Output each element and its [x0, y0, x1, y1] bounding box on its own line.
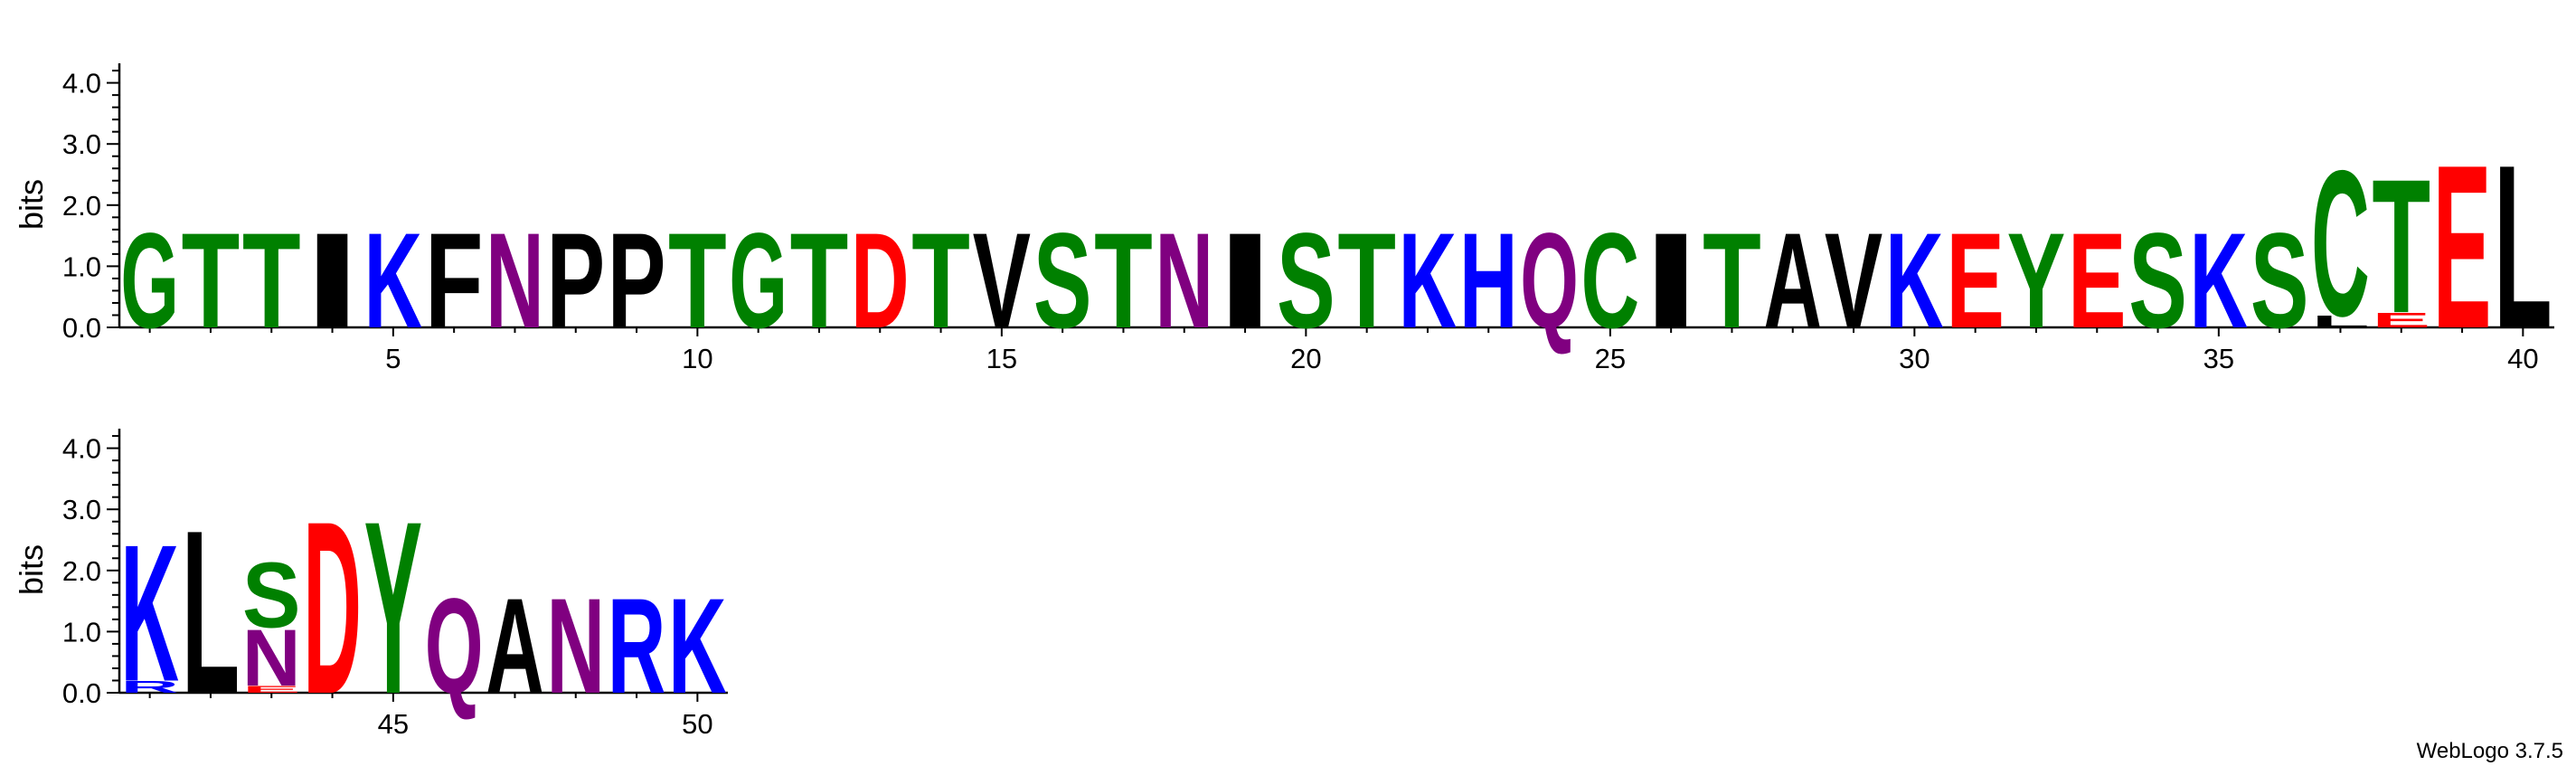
logo-letter-y: Y — [364, 471, 423, 746]
logo-letter-q: Q — [425, 570, 484, 722]
logo-letter-t: T — [242, 204, 301, 357]
logo-letter-e: E — [2433, 117, 2492, 378]
logo-letter-g: G — [120, 204, 179, 356]
logo-letter-g: G — [729, 204, 788, 356]
logo-letter-l: L — [2494, 116, 2552, 377]
logo-letter-s: S — [2128, 205, 2187, 357]
y-tick-label: 4.0 — [62, 68, 101, 99]
logo-letter-n: N — [242, 612, 301, 703]
logo-letter-i: I — [1642, 204, 1701, 356]
logo-letter-k: K — [2190, 205, 2249, 357]
logo-letter-s: S — [2250, 205, 2309, 357]
x-tick-label: 25 — [1595, 343, 1626, 374]
logo-letter-r: R — [120, 677, 179, 696]
logo-letter-a: A — [486, 571, 544, 723]
logo-letter-k: K — [1885, 205, 1944, 357]
x-tick-label: 30 — [1899, 343, 1930, 374]
y-tick-label: 0.0 — [62, 677, 101, 709]
y-tick-label: 1.0 — [62, 616, 101, 648]
logo-letter-t: T — [1094, 204, 1153, 357]
logo-letter-d: D — [303, 470, 362, 745]
logo-letter-k: K — [120, 505, 179, 723]
logo-letter-c: C — [2311, 127, 2370, 359]
logo-letter-t: T — [790, 204, 849, 357]
logo-letter-i: I — [303, 204, 362, 356]
logo-letter-e: E — [2068, 205, 2127, 357]
logo-letter-e: E — [242, 684, 301, 695]
logo-letter-t: T — [2372, 140, 2430, 353]
logo-letter-p: P — [546, 205, 605, 357]
logo-letter-e: E — [2372, 308, 2430, 332]
logo-letter-t: T — [911, 204, 970, 357]
logo-letter-v: V — [1825, 204, 1882, 356]
x-tick-label: 40 — [2507, 343, 2538, 374]
x-tick-label: 5 — [385, 343, 401, 374]
logo-letter-n: N — [1155, 205, 1213, 357]
logo-letter-t: T — [668, 204, 727, 357]
logo-letter-l: L — [182, 481, 241, 742]
x-tick-label: 20 — [1290, 343, 1321, 374]
logo-letter-t: T — [1703, 204, 1761, 357]
logo-letter-k: K — [1399, 205, 1458, 357]
logo-letter-v: V — [973, 204, 1031, 356]
y-tick-label: 2.0 — [62, 555, 101, 587]
logo-letter-n: N — [546, 571, 605, 723]
logo-letter-r: R — [608, 571, 666, 723]
logo-letter-c: C — [1581, 205, 1640, 357]
logo-letter-y: Y — [2007, 205, 2066, 357]
logo-letter-s: S — [1033, 205, 1092, 357]
logo-letter-k: K — [668, 571, 727, 723]
y-axis-label: bits — [13, 544, 50, 595]
logo-letter-e: E — [1946, 205, 2005, 357]
logo-letter-f: F — [425, 204, 484, 357]
x-tick-label: 10 — [682, 343, 712, 374]
x-tick-label: 15 — [986, 343, 1017, 374]
logo-letter-t: T — [1337, 204, 1396, 357]
y-axis-label: bits — [13, 179, 50, 230]
logo-letter-s: S — [242, 544, 301, 648]
y-tick-label: 0.0 — [62, 312, 101, 344]
logo-letter-p: P — [608, 205, 666, 357]
y-tick-label: 4.0 — [62, 433, 101, 465]
logo-letter-a: A — [1763, 205, 1822, 357]
y-tick-label: 1.0 — [62, 251, 101, 282]
logo-letter-d: D — [851, 205, 910, 357]
x-tick-label: 35 — [2203, 343, 2234, 374]
logo-letter-s: S — [1277, 205, 1335, 357]
logo-letter-h: H — [1459, 205, 1518, 357]
weblogo-version-label: WebLogo 3.7.5 — [2417, 739, 2563, 763]
logo-letter-i: I — [1216, 204, 1275, 356]
y-tick-label: 3.0 — [62, 128, 101, 160]
logo-letter-k: K — [364, 205, 423, 357]
logo-letter-n: N — [486, 205, 544, 357]
y-tick-label: 3.0 — [62, 494, 101, 525]
logo-letter-t: T — [182, 204, 241, 357]
x-tick-label: 50 — [682, 708, 712, 740]
y-tick-label: 2.0 — [62, 190, 101, 222]
logo-letter-l: L — [2311, 312, 2370, 331]
x-tick-label: 45 — [378, 708, 409, 740]
logo-letter-q: Q — [1520, 204, 1579, 356]
